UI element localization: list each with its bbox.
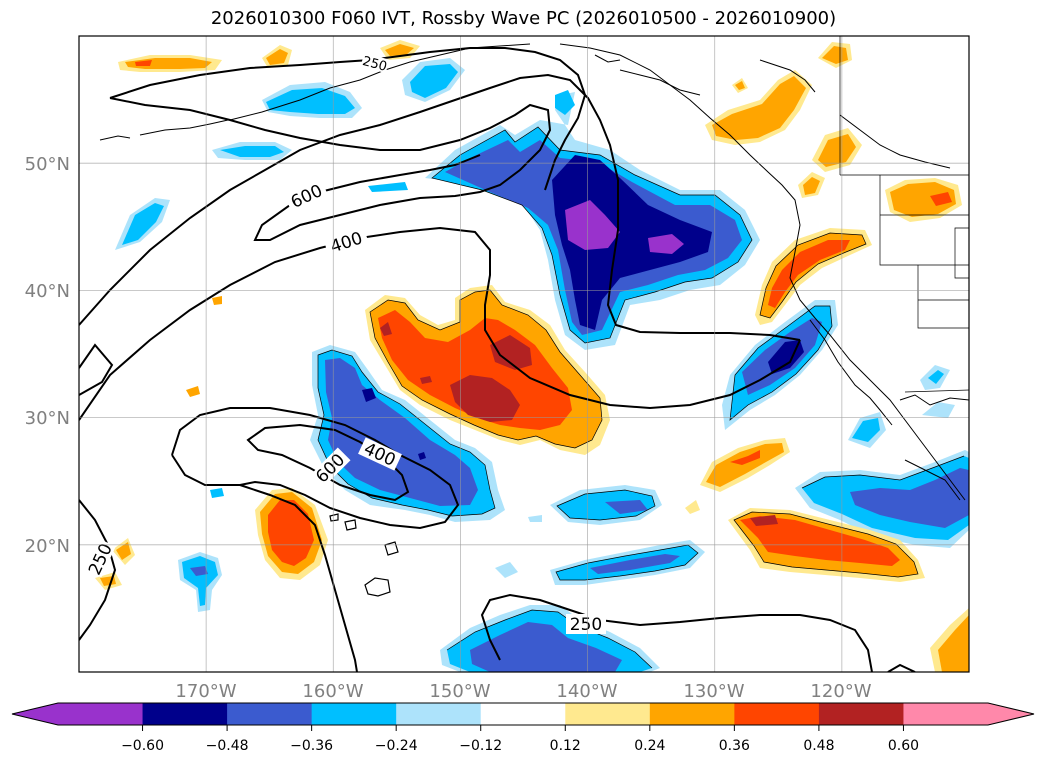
map-title: 2026010300 F060 IVT, Rossby Wave PC (202… (210, 8, 837, 29)
lat-label-20n: 20°N (25, 536, 70, 557)
colorbar: −0.60 −0.48 −0.36 −0.24 −0.12 0.12 0.24 0.36 0.4… (11, 702, 1035, 754)
colorbar-tick-label: 0.60 (888, 738, 919, 754)
positive-anomaly-southwest (95, 296, 328, 590)
colorbar-bin (818, 703, 904, 725)
lon-label-120w: 120°W (810, 681, 871, 702)
longitude-axis: 170°W 160°W 150°W 140°W 130°W 120°W (175, 681, 871, 702)
contour-label-250-north: 250 (361, 54, 389, 75)
lon-label-150w: 150°W (429, 681, 490, 702)
colorbar-tick-label: −0.48 (206, 738, 249, 754)
latitude-axis: 50°N 40°N 30°N 20°N (25, 154, 70, 557)
gridlines (79, 36, 969, 672)
colorbar-extend-min (12, 703, 58, 725)
colorbar-outline (11, 702, 1035, 726)
positive-anomaly-coast (685, 42, 962, 514)
colorbar-bin (649, 703, 735, 725)
lon-label-170w: 170°W (175, 681, 236, 702)
map-frame (78, 35, 970, 673)
negative-anomaly-west (115, 198, 505, 612)
colorbar-extend-max (988, 703, 1034, 725)
colorbar-bin (227, 703, 313, 725)
lat-label-40n: 40°N (25, 281, 70, 302)
negative-anomaly-coast (722, 300, 955, 448)
colorbar-ticks: −0.60 −0.48 −0.36 −0.24 −0.12 0.12 0.24 0.36 0.4… (121, 725, 919, 754)
colorbar-tick-label: 0.12 (550, 738, 581, 754)
colorbar-bin (396, 703, 482, 725)
lon-label-140w: 140°W (556, 681, 617, 702)
colorbar-tick-label: 0.48 (803, 738, 834, 754)
colorbar-bin (734, 703, 820, 725)
islands (329, 513, 399, 597)
anomaly-outlines (317, 126, 965, 669)
colorbar-tick-label: −0.36 (290, 738, 333, 754)
colorbar-bin (142, 703, 228, 725)
colorbar-tick-label: −0.12 (459, 738, 502, 754)
negative-anomaly-southeast (495, 450, 969, 585)
lon-label-130w: 130°W (683, 681, 744, 702)
negative-anomaly-north (212, 58, 465, 192)
negative-anomaly-northeast (425, 90, 760, 350)
lat-label-30n: 30°N (25, 408, 70, 429)
colorbar-tick-label: −0.24 (375, 738, 418, 754)
colorbar-tick-label: −0.60 (121, 738, 164, 754)
colorbar-bin (58, 703, 144, 725)
colorbar-bin (903, 703, 989, 725)
colorbar-bin (480, 703, 566, 725)
ivt-contours (79, 47, 916, 672)
political-borders (839, 36, 969, 393)
colorbar-tick-label: 0.36 (719, 738, 750, 754)
colorbar-tick-label: 0.24 (634, 738, 665, 754)
positive-anomaly-central (365, 285, 610, 455)
map-layers (79, 36, 969, 672)
colorbar-segments (58, 703, 989, 725)
colorbar-bin (311, 703, 397, 725)
colorbar-bin (565, 703, 651, 725)
lon-label-160w: 160°W (302, 681, 363, 702)
contour-label-250-south: 250 (570, 615, 602, 635)
lat-label-50n: 50°N (25, 154, 70, 175)
